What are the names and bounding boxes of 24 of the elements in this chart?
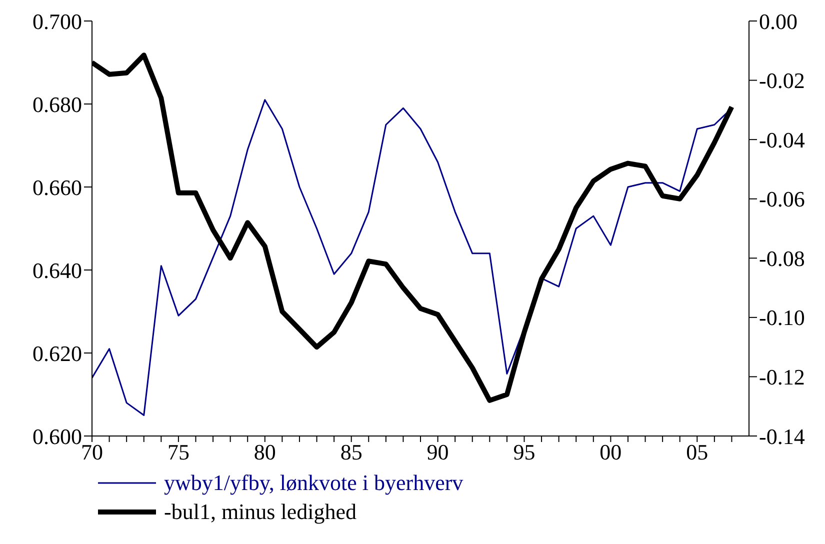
x-tick-label: 80	[254, 440, 276, 465]
y-tick-label: 0.700	[32, 8, 82, 34]
x-tick-label: 05	[686, 440, 708, 465]
legend-label: ywby1/yfby, lønkvote i byerhverv	[164, 469, 464, 497]
x-tick-label: 90	[426, 440, 449, 465]
x-tick-label: 95	[513, 440, 536, 465]
y2-tick-label: -0.02	[759, 68, 805, 94]
y-tick-label: 0.640	[32, 258, 82, 283]
y2-tick-label: -0.08	[759, 246, 805, 271]
x-tick-label: 00	[600, 440, 622, 465]
legend-label: -bul1, minus ledighed	[164, 498, 356, 526]
y-tick-label: 0.600	[32, 424, 82, 449]
y-tick-label: 0.620	[32, 340, 82, 366]
y-tick-label: 0.660	[32, 174, 82, 200]
y2-tick-label: 0.00	[759, 8, 798, 34]
x-tick-label: 75	[167, 440, 190, 465]
x-tick-label: 70	[81, 440, 103, 465]
y2-tick-label: -0.10	[759, 305, 805, 330]
x-tick-label: 85	[340, 440, 362, 465]
y2-tick-label: -0.06	[759, 186, 805, 212]
y-tick-label: 0.680	[32, 92, 82, 117]
y2-tick-label: -0.14	[759, 424, 805, 449]
y2-tick-label: -0.04	[759, 127, 805, 152]
y2-tick-label: -0.12	[759, 364, 805, 390]
